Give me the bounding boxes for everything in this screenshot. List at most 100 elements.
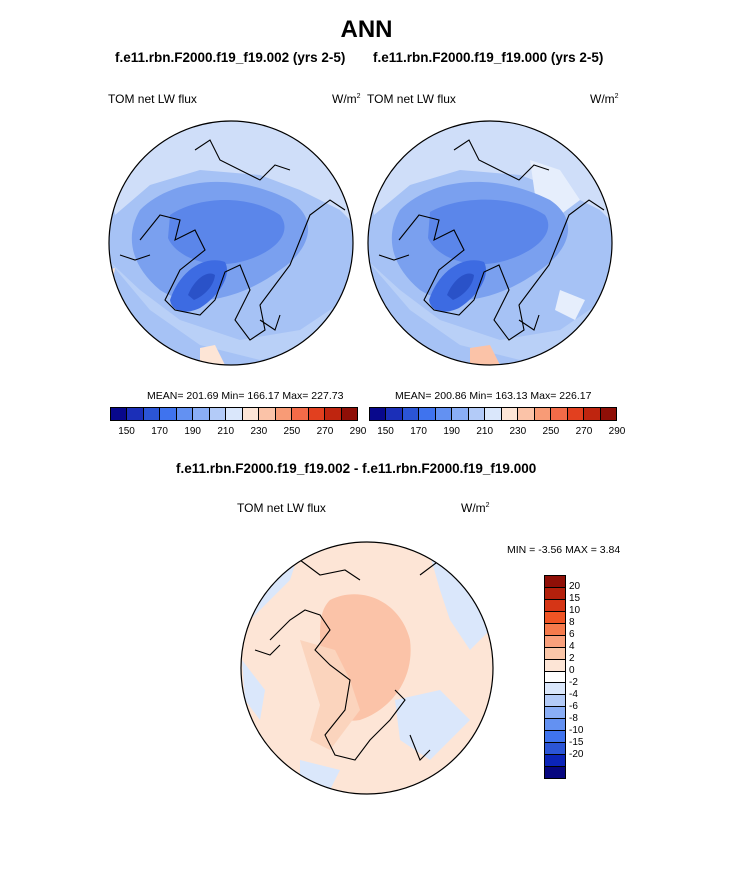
panel1-field-outer — [109, 121, 353, 230]
panel2-colorbar-labels: 150 170 190 210 230 250 270 290 — [369, 426, 625, 440]
diff-map-border — [240, 541, 494, 795]
diff-colorbar-swatch — [545, 731, 565, 744]
diff-coastlines — [254, 542, 441, 761]
diff-colorbar-tick-label: 2 — [569, 653, 575, 664]
diff-warm-greenland — [300, 640, 360, 750]
panel2-field-pale — [530, 160, 580, 215]
panel1-colorbar-tick-label: 230 — [250, 426, 268, 437]
diff-colorbar-swatch — [545, 683, 565, 696]
panel2-colorbar-swatch — [386, 408, 403, 420]
panel1-stats: MEAN= 201.69 Min= 166.17 Max= 227.73 — [147, 390, 344, 402]
panel1-colorbar-tick-label: 250 — [283, 426, 301, 437]
diff-variable-label: TOM net LW flux — [237, 501, 326, 515]
panel2-warm-patch — [470, 345, 500, 365]
panel2-field-core — [428, 199, 549, 265]
diff-colorbar-swatch — [545, 719, 565, 732]
panel2-colorbar-tick-label: 150 — [377, 426, 394, 437]
diff-polar-map — [241, 542, 493, 794]
panel1-colorbar-swatch — [259, 408, 276, 420]
panel2-colorbar-swatch — [435, 408, 453, 420]
diff-colorbar-swatch — [545, 576, 565, 588]
panel1-colorbar-tick-label: 290 — [349, 426, 367, 437]
panel2-colorbar-swatch — [534, 408, 552, 420]
panel1-field-core — [168, 200, 285, 265]
panel2-case-title: f.e11.rbn.F2000.f19_f19.000 (yrs 2-5) — [373, 50, 604, 65]
panel1-warm-patch — [200, 345, 225, 365]
diff-colorbar-swatch — [545, 623, 565, 636]
panel1-colorbar-swatch — [160, 408, 177, 420]
diff-colorbar-swatch — [545, 587, 565, 600]
panel2-colorbar-swatch — [518, 408, 535, 420]
diff-minmax: MIN = -3.56 MAX = 3.84 — [507, 544, 621, 556]
panel2-colorbar — [369, 407, 617, 421]
diff-colorbar-tick-label: -6 — [569, 701, 578, 712]
panel1-colorbar-swatch — [275, 408, 293, 420]
diff-colorbar-swatch — [545, 743, 565, 756]
figure-title: ANN — [340, 16, 393, 43]
panel1-colorbar-swatch — [127, 408, 144, 420]
diff-colorbar-tick-label: 0 — [569, 665, 575, 676]
panel2-colorbar-swatch — [600, 408, 617, 420]
diff-case-title: f.e11.rbn.F2000.f19_f19.002 - f.e11.rbn.… — [176, 461, 537, 476]
panel1-polar-map — [109, 121, 353, 365]
diff-colorbar-tick-label: 20 — [569, 581, 581, 592]
panel2-polar-map — [368, 121, 612, 365]
panel1-colorbar-tick-label: 270 — [316, 426, 334, 437]
panel2-colorbar-swatch — [402, 408, 420, 420]
panel1-colorbar-tick-label: 150 — [118, 426, 135, 437]
diff-colorbar-swatch — [545, 659, 565, 672]
panel2-colorbar-tick-label: 190 — [443, 426, 460, 437]
panel1-colorbar-swatch — [292, 408, 309, 420]
diff-colorbar-tick-label: 10 — [569, 605, 581, 616]
diff-colorbar-tick-label: -8 — [569, 713, 578, 724]
panel2-field-outer — [368, 121, 612, 230]
panel2-coastlines — [378, 139, 605, 341]
panel2-colorbar-tick-label: 270 — [575, 426, 593, 437]
panel1-colorbar-swatch — [111, 408, 128, 420]
diff-colorbar-swatch — [545, 707, 565, 720]
panel2-colorbar-swatch — [419, 408, 436, 420]
panel1-units: W/m2 — [332, 92, 361, 106]
diff-colorbar-swatch — [545, 647, 565, 660]
panel2-colorbar-tick-label: 230 — [509, 426, 527, 437]
diff-colorbar-tick-label: -2 — [569, 677, 578, 688]
panel1-colorbar-swatch — [209, 408, 227, 420]
panel2-colorbar-swatch — [551, 408, 568, 420]
panel2-colorbar-swatch — [452, 408, 469, 420]
panel1-colorbar-tick-label: 170 — [151, 426, 168, 437]
panel2-colorbar-swatch — [468, 408, 486, 420]
diff-colorbar-tick-label: 4 — [569, 641, 575, 652]
diff-colorbar-labels: 20 15 10 8 6 4 2 0 -2 -4 -6 -8 -10 -15 -20 — [569, 575, 609, 779]
diff-colorbar-tick-label: -4 — [569, 689, 578, 700]
panel2-field-pale-south — [555, 290, 585, 320]
diff-units: W/m2 — [461, 501, 490, 515]
diff-cool-east — [430, 555, 490, 650]
panel2-field-south — [368, 260, 612, 360]
diff-colorbar-swatch — [545, 695, 565, 708]
panel1-colorbar-swatch — [143, 408, 161, 420]
panel2-units: W/m2 — [590, 92, 619, 106]
panel1-colorbar-labels: 150 170 190 210 230 250 270 290 — [110, 426, 366, 440]
panel2-stats: MEAN= 200.86 Min= 163.13 Max= 226.17 — [395, 390, 592, 402]
diff-colorbar — [544, 575, 566, 779]
diff-colorbar-tick-label: -20 — [569, 749, 584, 760]
panel2-colorbar-tick-label: 170 — [410, 426, 427, 437]
diff-colorbar-tick-label: 15 — [569, 593, 581, 604]
diff-cool-sw — [242, 660, 265, 720]
diff-colorbar-swatch — [545, 767, 565, 778]
panel1-colorbar-swatch — [176, 408, 194, 420]
panel2-colorbar-tick-label: 290 — [608, 426, 626, 437]
panel2-map-border — [367, 120, 613, 366]
panel1-colorbar-swatch — [341, 408, 358, 420]
panel1-field-south — [109, 260, 353, 360]
panel1-greenland-core — [188, 273, 215, 300]
panel2-colorbar-swatch — [584, 408, 601, 420]
diff-colorbar-swatch — [545, 611, 565, 624]
panel2-colorbar-tick-label: 210 — [476, 426, 494, 437]
diff-colorbar-tick-label: -10 — [569, 725, 584, 736]
panel1-coastlines — [119, 139, 346, 341]
panel1-map-border — [108, 120, 354, 366]
panel1-colorbar — [110, 407, 358, 421]
panel2-greenland-core — [447, 273, 474, 300]
panel1-colorbar-swatch — [242, 408, 260, 420]
